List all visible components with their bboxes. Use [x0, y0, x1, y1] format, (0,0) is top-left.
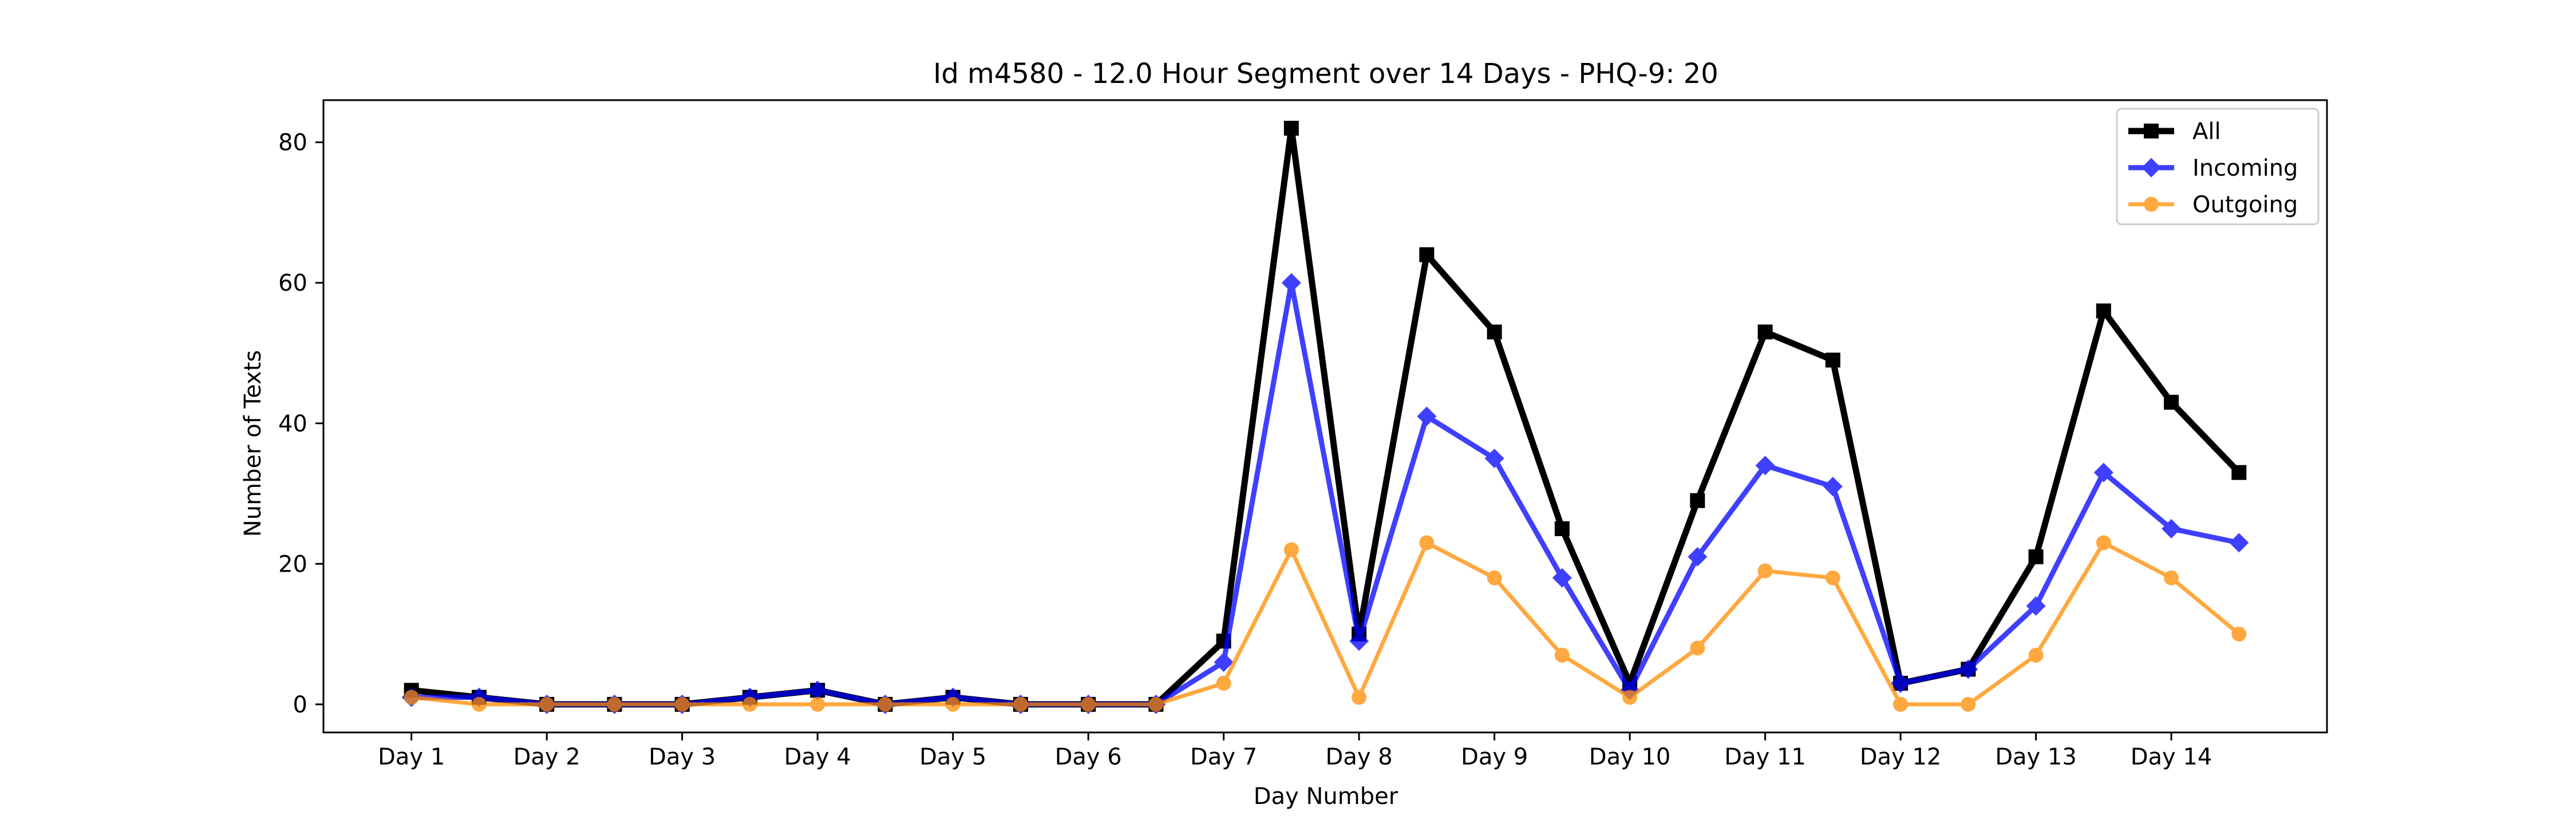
- x-tick-label: Day 1: [378, 744, 445, 770]
- data-point-all: [2164, 394, 2179, 410]
- x-tick-label: Day 11: [1724, 744, 1806, 770]
- data-point-outgoing: [404, 690, 419, 705]
- data-point-all: [2028, 549, 2044, 565]
- data-point-outgoing: [2164, 570, 2179, 585]
- data-point-all: [2096, 303, 2111, 319]
- data-point-incoming: [1484, 449, 1504, 469]
- plot-area: [401, 121, 2249, 714]
- data-point-incoming: [2093, 462, 2113, 482]
- x-tick-label: Day 7: [1190, 744, 1257, 770]
- data-point-outgoing: [1554, 647, 1570, 663]
- x-tick-label: Day 14: [2131, 744, 2212, 770]
- legend-marker: [2144, 197, 2159, 212]
- y-tick-label: 60: [278, 270, 307, 296]
- x-tick-label: Day 2: [513, 744, 580, 770]
- y-tick-label: 40: [278, 411, 307, 437]
- x-tick-label: Day 13: [1995, 744, 2077, 770]
- data-point-incoming: [1552, 568, 1572, 588]
- x-tick-label: Day 6: [1055, 744, 1122, 770]
- data-point-outgoing: [1757, 563, 1773, 579]
- y-tick-label: 80: [278, 130, 307, 156]
- x-tick-label: Day 10: [1589, 744, 1671, 770]
- series-line-outgoing: [411, 540, 2241, 707]
- data-point-outgoing: [1419, 535, 1435, 550]
- data-point-all: [1554, 521, 1570, 536]
- data-point-outgoing: [674, 696, 690, 712]
- x-axis-label: Day Number: [1254, 783, 1398, 810]
- legend-swatch-all: [2128, 124, 2174, 138]
- y-tick-label: 20: [278, 551, 307, 577]
- data-point-outgoing: [1283, 542, 1299, 557]
- axes: 0 20 40 60 80 Day 1 Day 2 Day 3 Day 4 Day 5 Day 6 D…: [278, 130, 2212, 770]
- legend-label-all: All: [2192, 118, 2221, 145]
- data-point-all: [1690, 493, 1705, 508]
- data-point-outgoing: [1622, 690, 1638, 705]
- data-point-outgoing: [810, 696, 825, 712]
- data-point-incoming: [1417, 406, 1437, 426]
- series-outgoing: [404, 535, 2247, 712]
- data-point-outgoing: [1825, 570, 1840, 585]
- data-point-incoming: [1281, 273, 1301, 293]
- x-tick-label: Day 12: [1860, 744, 1942, 770]
- series-line-incoming: [411, 282, 2240, 707]
- data-point-outgoing: [1081, 696, 1096, 712]
- data-point-incoming: [808, 680, 828, 700]
- legend-box: [2116, 108, 2320, 225]
- x-tick-label: Day 3: [649, 744, 716, 770]
- data-point-outgoing: [1216, 676, 1231, 691]
- data-point-outgoing: [1148, 696, 1164, 712]
- data-point-outgoing: [1893, 696, 1909, 712]
- data-point-outgoing: [1487, 570, 1502, 585]
- plot-frame: [322, 99, 2328, 734]
- data-point-outgoing: [607, 696, 622, 712]
- data-point-all: [1283, 121, 1299, 136]
- data-point-all: [1419, 247, 1435, 263]
- data-point-incoming: [1349, 631, 1369, 651]
- data-point-outgoing: [471, 696, 487, 712]
- data-point-incoming: [1688, 547, 1708, 567]
- x-tick-label: Day 9: [1461, 744, 1528, 770]
- legend: All Incoming Outgoing: [2116, 108, 2320, 225]
- data-point-outgoing: [1352, 690, 1367, 705]
- data-point-all: [2231, 465, 2247, 480]
- data-point-all: [1487, 324, 1502, 340]
- data-point-incoming: [1823, 477, 1843, 497]
- data-point-outgoing: [742, 696, 757, 712]
- data-point-outgoing: [945, 696, 961, 712]
- legend-label-incoming: Incoming: [2192, 155, 2298, 181]
- data-point-incoming: [1958, 659, 1978, 679]
- data-point-incoming: [2162, 518, 2182, 538]
- data-point-outgoing: [2096, 535, 2111, 550]
- chart-title: Id m4580 - 12.0 Hour Segment over 14 Day…: [933, 58, 1718, 90]
- data-point-incoming: [2026, 596, 2046, 616]
- y-axis-label: Number of Texts: [240, 350, 266, 537]
- data-point-outgoing: [878, 696, 893, 712]
- data-point-outgoing: [1690, 640, 1705, 656]
- data-point-incoming: [2229, 533, 2249, 553]
- data-point-incoming: [1755, 455, 1775, 476]
- x-tick-label: Day 8: [1326, 744, 1393, 770]
- legend-marker: [2144, 124, 2159, 138]
- legend-marker: [2142, 158, 2161, 177]
- data-point-incoming: [1214, 652, 1234, 672]
- data-point-outgoing: [2028, 647, 2044, 663]
- x-tick-label: Day 5: [919, 744, 986, 770]
- data-point-outgoing: [539, 696, 555, 712]
- y-tick-label: 0: [293, 692, 307, 718]
- data-point-outgoing: [2231, 627, 2247, 642]
- data-point-incoming: [1891, 674, 1911, 694]
- data-point-outgoing: [1013, 696, 1028, 712]
- data-point-all: [1825, 352, 1840, 368]
- x-tick-label: Day 4: [784, 744, 851, 770]
- legend-label-outgoing: Outgoing: [2192, 192, 2298, 218]
- legend-swatch-incoming: [2128, 158, 2174, 177]
- data-point-outgoing: [1961, 696, 1976, 712]
- legend-swatch-outgoing: [2128, 197, 2174, 212]
- data-point-all: [1757, 324, 1773, 340]
